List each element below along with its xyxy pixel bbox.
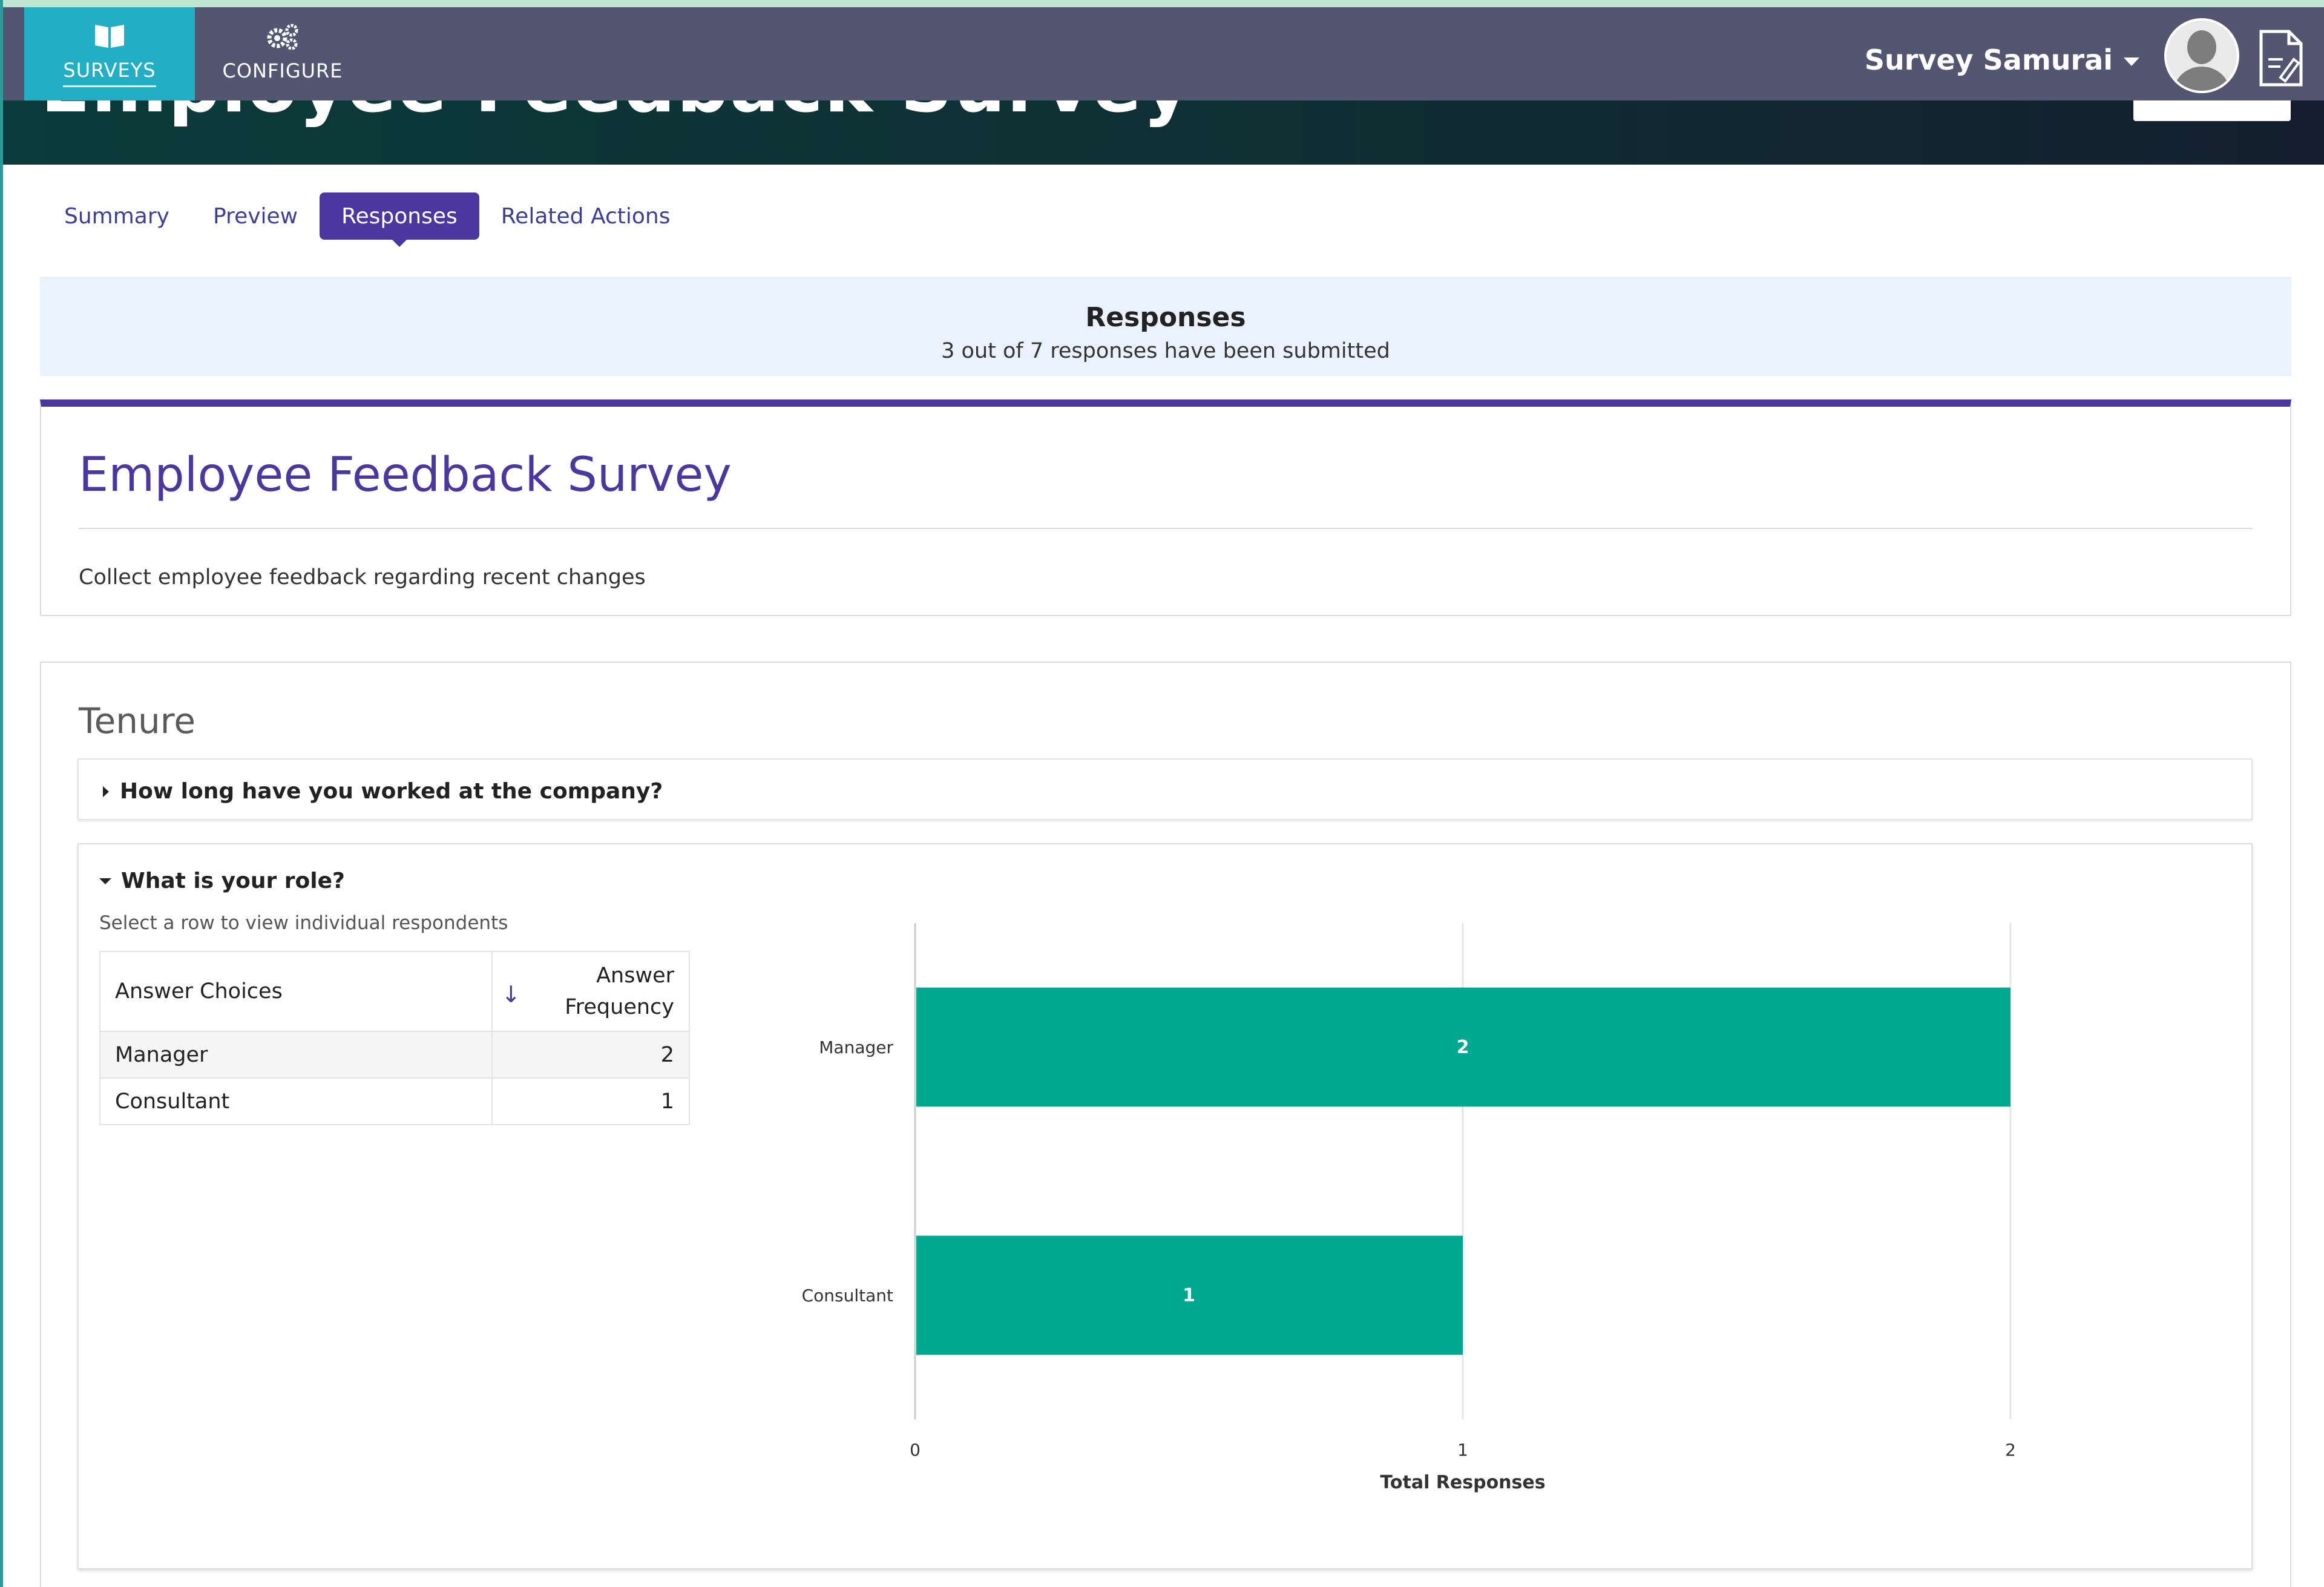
question-accordion-role: What is your role? Select a row to view … <box>77 843 2253 1569</box>
tab-responses[interactable]: Responses <box>320 192 479 247</box>
user-menu[interactable]: Survey Samurai <box>1865 44 2139 76</box>
nav-tab-surveys[interactable]: SURVEYS <box>24 7 195 100</box>
cell-choice: Consultant <box>99 1077 493 1125</box>
survey-card: Employee Feedback Survey Collect employe… <box>40 399 2291 616</box>
gears-icon <box>263 22 302 51</box>
nav-tab-configure-label: CONFIGURE <box>222 59 343 82</box>
tab-preview[interactable]: Preview <box>212 203 298 229</box>
question-header[interactable]: How long have you worked at the company? <box>103 779 663 804</box>
x-axis-label: Total Responses <box>1380 1472 1545 1493</box>
header-answer-frequency[interactable]: ↓ Answer Frequency <box>491 951 690 1032</box>
nav-tab-surveys-label: SURVEYS <box>63 59 156 87</box>
caret-right-icon <box>103 786 109 797</box>
tab-related-actions[interactable]: Related Actions <box>501 203 671 229</box>
top-nav: SURVEYS CONFIGURE Survey Samurai <box>3 7 2324 100</box>
question-header[interactable]: What is your role? <box>99 869 345 893</box>
table-header-row: Answer Choices ↓ Answer Frequency <box>99 951 690 1032</box>
cell-frequency: 1 <box>491 1077 690 1125</box>
book-icon <box>90 21 129 50</box>
data-label: 1 <box>1183 1285 1195 1306</box>
question-label: What is your role? <box>121 869 345 893</box>
document-icon[interactable] <box>2256 29 2307 87</box>
top-strip <box>0 0 2324 7</box>
responses-subtitle: 3 out of 7 responses have been submitted <box>941 339 1390 363</box>
question-label: How long have you worked at the company? <box>120 779 663 804</box>
user-name: Survey Samurai <box>1864 44 2113 76</box>
divider <box>79 528 2253 529</box>
tab-summary[interactable]: Summary <box>64 203 169 229</box>
cell-choice: Manager <box>99 1031 493 1079</box>
x-tick-label: 1 <box>1457 1440 1468 1460</box>
nav-tab-configure[interactable]: CONFIGURE <box>195 7 370 100</box>
question-accordion-tenure[interactable]: How long have you worked at the company? <box>77 758 2253 820</box>
y-tick-label: Consultant <box>802 1286 893 1306</box>
responses-title: Responses <box>1085 302 1246 333</box>
subtabs: Summary Preview Responses Related Action… <box>42 192 692 247</box>
chevron-down-icon <box>2124 58 2139 66</box>
section-card-tenure: Tenure How long have you worked at the c… <box>40 662 2291 1587</box>
bar[interactable] <box>916 1235 1463 1355</box>
section-title: Tenure <box>79 700 196 741</box>
y-tick-label: Manager <box>819 1037 893 1057</box>
table-row[interactable]: Consultant 1 <box>99 1077 690 1125</box>
x-tick-label: 0 <box>910 1440 921 1460</box>
data-label: 2 <box>1457 1037 1469 1058</box>
survey-description: Collect employee feedback regarding rece… <box>79 565 646 590</box>
header-answer-choices[interactable]: Answer Choices <box>99 951 493 1032</box>
hint-text: Select a row to view individual responde… <box>99 912 508 934</box>
header-freq-line1: Answer <box>596 964 674 988</box>
avatar[interactable] <box>2164 18 2239 93</box>
table-row[interactable]: Manager 2 <box>99 1031 690 1079</box>
header-freq-line2: Frequency <box>565 995 674 1019</box>
left-edge <box>0 0 3 1587</box>
survey-title: Employee Feedback Survey <box>79 448 732 502</box>
cell-frequency: 2 <box>491 1031 690 1079</box>
responses-banner: Responses 3 out of 7 responses have been… <box>40 277 2291 376</box>
bar-chart: 0 1 2 Manager 2 Consultant 1 Total Responses <box>802 923 2016 1493</box>
answer-table: Answer Choices ↓ Answer Frequency Manage… <box>99 951 690 1125</box>
sort-down-icon: ↓ <box>501 981 521 1008</box>
x-tick-label: 2 <box>2005 1440 2016 1460</box>
caret-down-icon <box>99 878 111 884</box>
bar[interactable] <box>916 987 2011 1107</box>
